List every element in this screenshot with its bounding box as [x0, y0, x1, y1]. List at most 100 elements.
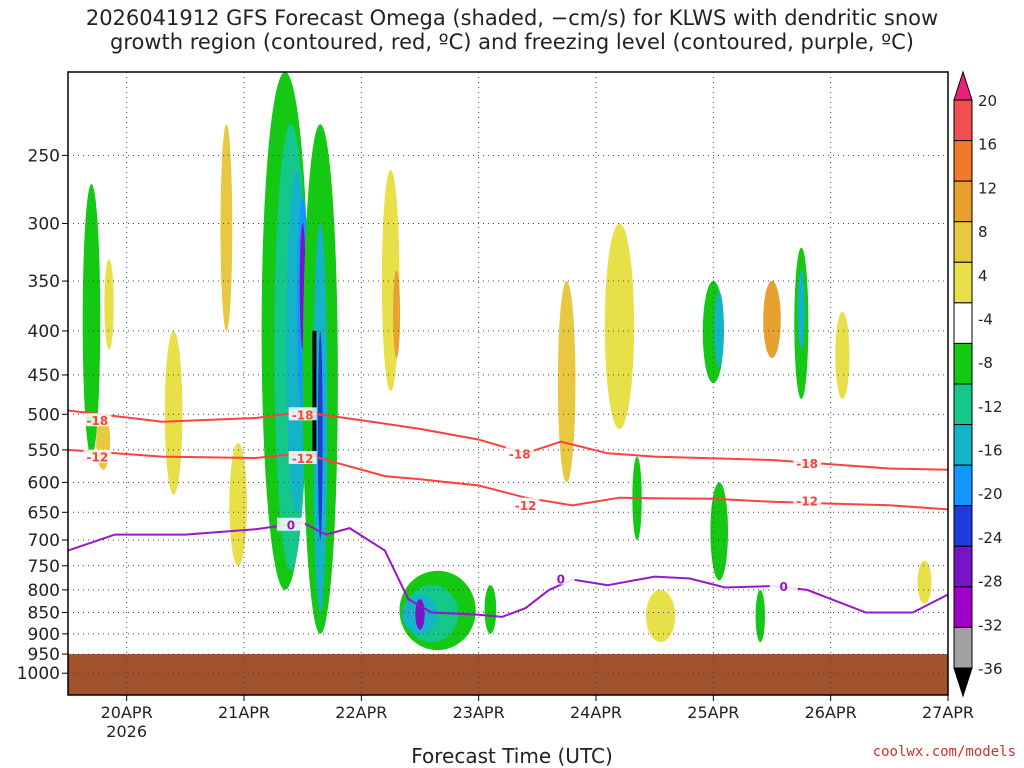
- contour-label-bg-10: [769, 579, 798, 593]
- contour-label-2: -18: [292, 408, 314, 422]
- y-tick-label-750: 750: [28, 557, 60, 577]
- colorbar-label-3: 8: [978, 223, 988, 241]
- x-tick-label-27APR: 27APR: [922, 703, 974, 722]
- colorbar-bin-7: [953, 383, 973, 426]
- x-tick-label-26APR: 26APR: [805, 703, 857, 722]
- contour-label-7: -12: [796, 495, 818, 509]
- colorbar-bin-4: [953, 261, 973, 304]
- colorbar-top-arrow: [953, 70, 973, 101]
- x-tick-label-24APR: 24APR: [570, 703, 622, 722]
- omega-cell-15: [393, 270, 401, 358]
- y-tick-label-600: 600: [28, 473, 60, 493]
- chart-title-line1: 2026041912 GFS Forecast Omega (shaded, −…: [85, 6, 939, 30]
- plot-area: -18 -12 -18 -12 -18 -12 -18 -12 0 0 0: [68, 72, 948, 695]
- colorbar-bin-6: [953, 342, 973, 385]
- y-tick-label-950: 950: [28, 645, 60, 665]
- x-tick-label-20APR: 20APR: [101, 703, 153, 722]
- omega-cell-1: [104, 259, 114, 350]
- contour--18-0: [68, 409, 948, 471]
- omega-cell-20: [484, 585, 497, 634]
- contour-label-bg-6: [793, 456, 822, 470]
- omega-cell-27: [645, 589, 676, 643]
- omega-cell-5: [229, 443, 247, 566]
- y-tick-label-1000: 1000: [17, 664, 60, 684]
- omega-cell-31: [797, 270, 805, 350]
- x-tick-label-21APR: 21APR: [218, 703, 270, 722]
- colorbar-bottom-arrow: [953, 667, 973, 698]
- y-tick-label-850: 850: [28, 604, 60, 624]
- contour--12-1: [68, 448, 948, 511]
- contour-label-4: -18: [509, 447, 531, 461]
- y-tick-label-300: 300: [28, 214, 60, 234]
- colorbar-label-0: 20: [978, 92, 997, 110]
- omega-core-max: [312, 330, 317, 457]
- contour-label-bg-9: [546, 571, 575, 585]
- omega-cell-26: [710, 482, 728, 581]
- x-axis-title: Forecast Time (UTC): [411, 744, 613, 768]
- omega-cell-28: [755, 589, 765, 643]
- x-tick-sublabel-20APR: 2026: [106, 722, 147, 741]
- colorbar-label-11: -28: [978, 573, 1003, 591]
- x-tick-label-25APR: 25APR: [687, 703, 739, 722]
- colorbar-bin-3: [953, 221, 973, 263]
- colorbar-label-2: 12: [978, 179, 997, 197]
- omega-cell-22: [604, 223, 635, 429]
- source-watermark: coolwx.com/models: [872, 744, 1016, 760]
- colorbar-bin-1: [953, 140, 973, 182]
- y-tick-label-900: 900: [28, 625, 60, 645]
- colorbar-bin-13: [953, 626, 973, 669]
- x-tick-label-23APR: 23APR: [453, 703, 505, 722]
- colorbar-bin-2: [953, 180, 973, 223]
- contour-label-10: 0: [780, 580, 788, 594]
- contour-label-bg-8: [276, 517, 305, 531]
- omega-cell-25: [714, 291, 724, 367]
- terrain-fill: [68, 654, 948, 695]
- colorbar-label-6: -8: [978, 354, 993, 372]
- colorbar-bin-12: [953, 586, 973, 628]
- x-tick-label-22APR: 22APR: [335, 703, 387, 722]
- omega-cell-4: [220, 124, 233, 331]
- contour-label-5: -12: [515, 499, 537, 513]
- y-tick-label-700: 700: [28, 531, 60, 551]
- chart-title-line2: growth region (contoured, red, ºC) and f…: [110, 30, 914, 54]
- colorbar-bin-9: [953, 464, 973, 507]
- contour-label-6: -18: [796, 457, 818, 471]
- contour-label-bg-0: [83, 413, 112, 427]
- colorbar-label-12: -32: [978, 616, 1003, 634]
- colorbar-bin-11: [953, 545, 973, 588]
- omega-cell-29: [763, 281, 781, 358]
- contour-label-3: -12: [292, 452, 314, 466]
- y-tick-label-400: 400: [28, 322, 60, 342]
- contour-label-0: -18: [86, 414, 108, 428]
- contour-label-bg-1: [83, 449, 112, 463]
- colorbar-label-5: -4: [978, 310, 993, 328]
- colorbar-label-8: -16: [978, 442, 1003, 460]
- colorbar-bin-8: [953, 424, 973, 466]
- y-tick-label-800: 800: [28, 581, 60, 601]
- colorbar-label-9: -20: [978, 485, 1003, 503]
- colorbar-bin-10: [953, 505, 973, 547]
- contour-label-bg-7: [793, 493, 822, 507]
- colorbar-label-7: -12: [978, 398, 1003, 416]
- colorbar-bin-0: [953, 99, 973, 142]
- colorbar-label-13: -36: [978, 660, 1003, 678]
- contour-label-bg-3: [288, 450, 317, 464]
- contour-label-1: -12: [86, 451, 108, 465]
- omega-cell-0: [82, 184, 101, 457]
- y-tick-label-250: 250: [28, 146, 60, 166]
- contour-label-8: 0: [287, 519, 295, 533]
- y-tick-label-350: 350: [28, 272, 60, 292]
- omega-cell-32: [835, 311, 850, 400]
- omega-cell-13: [317, 330, 323, 540]
- contour-label-bg-4: [505, 446, 534, 460]
- colorbar-label-4: 4: [978, 267, 988, 285]
- contour-label-bg-5: [511, 497, 540, 511]
- contour-0-2: [68, 521, 948, 618]
- colorbar-label-10: -24: [978, 529, 1003, 547]
- omega-cell-3: [164, 330, 183, 495]
- contour-label-9: 0: [557, 572, 565, 586]
- y-tick-label-550: 550: [28, 441, 60, 461]
- omega-cell-21: [557, 281, 576, 483]
- omega-cell-33: [917, 560, 932, 604]
